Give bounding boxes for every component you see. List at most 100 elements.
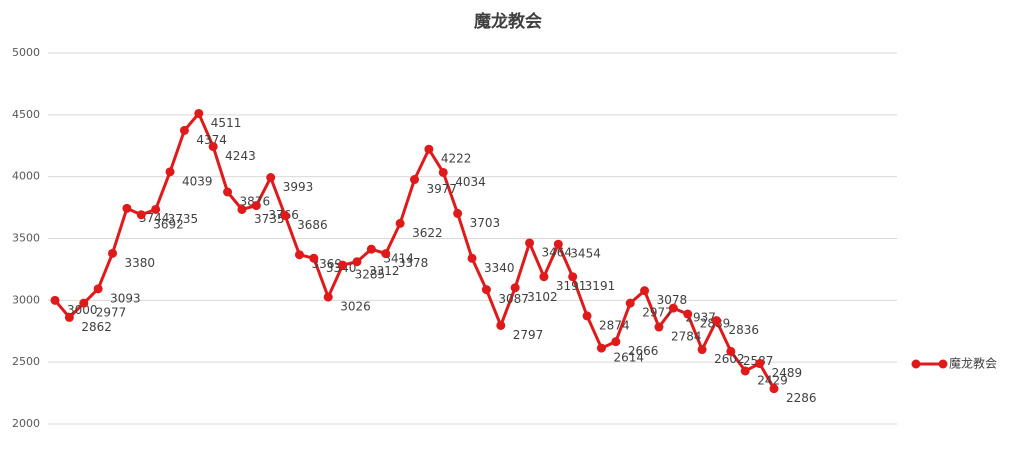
data-point <box>467 253 477 263</box>
data-point <box>79 298 89 308</box>
data-label: 2429 <box>757 373 788 387</box>
data-point <box>553 239 563 249</box>
data-label: 3744 <box>139 211 170 225</box>
data-label: 2937 <box>685 311 716 325</box>
data-label: 2977 <box>96 306 127 320</box>
y-tick-label: 2000 <box>12 417 40 430</box>
data-label: 4374 <box>196 133 227 147</box>
data-label: 3692 <box>153 217 184 231</box>
data-point <box>510 283 520 293</box>
legend-marker <box>938 359 948 369</box>
data-point <box>50 295 60 305</box>
data-label: 3454 <box>570 247 601 261</box>
data-point <box>525 238 535 248</box>
data-label: 3414 <box>383 252 414 266</box>
data-point <box>194 108 204 118</box>
data-label: 2666 <box>628 344 659 358</box>
data-point <box>668 303 678 313</box>
y-tick-label: 3000 <box>12 293 40 306</box>
data-label: 3087 <box>498 292 529 306</box>
data-point <box>410 175 419 185</box>
data-label: 3191 <box>556 279 587 293</box>
data-point <box>424 144 434 154</box>
data-point <box>309 253 319 263</box>
data-point <box>568 272 578 282</box>
data-point <box>280 210 290 220</box>
data-point <box>108 248 118 258</box>
data-label: 3078 <box>657 293 688 307</box>
data-point <box>366 244 376 254</box>
data-label: 3622 <box>412 226 443 240</box>
data-label: 2614 <box>613 351 644 365</box>
data-point <box>93 284 103 294</box>
data-point <box>136 210 146 220</box>
data-label: 4243 <box>225 149 256 163</box>
data-label: 3378 <box>398 256 429 270</box>
data-point <box>496 320 506 330</box>
chart-title: 魔龙教会 <box>474 11 542 32</box>
data-point <box>251 201 261 211</box>
data-label: 4222 <box>441 152 472 166</box>
data-label: 2977 <box>642 306 673 320</box>
data-point <box>539 272 549 282</box>
data-point <box>179 125 189 135</box>
data-point <box>755 359 765 369</box>
data-label: 3000 <box>67 303 98 317</box>
data-label: 3735 <box>254 212 285 226</box>
data-point <box>481 285 491 295</box>
y-tick-label: 2500 <box>12 355 40 368</box>
data-label: 2602 <box>714 352 745 366</box>
data-point <box>208 142 218 152</box>
data-label: 3026 <box>340 300 371 314</box>
data-point <box>266 173 276 183</box>
data-point <box>338 260 348 270</box>
data-label: 3369 <box>311 257 342 271</box>
y-tick-label: 3500 <box>12 232 40 245</box>
data-point <box>352 257 362 267</box>
data-label: 2489 <box>772 366 803 380</box>
data-label: 3093 <box>110 291 141 305</box>
data-point <box>726 346 736 356</box>
data-point <box>453 208 463 218</box>
y-tick-label: 4500 <box>12 108 40 121</box>
data-label: 3735 <box>168 212 199 226</box>
data-label: 3340 <box>484 261 515 275</box>
legend-marker <box>911 359 921 369</box>
data-point <box>223 187 233 197</box>
data-label: 3191 <box>585 279 616 293</box>
legend-label: 魔龙教会 <box>949 356 997 371</box>
data-label: 3285 <box>355 268 386 282</box>
data-label: 3102 <box>527 290 558 304</box>
data-point <box>640 286 650 296</box>
data-point <box>654 322 664 332</box>
data-point <box>596 343 606 353</box>
data-point <box>64 312 74 322</box>
y-tick-label: 4000 <box>12 170 40 183</box>
data-point <box>294 250 304 260</box>
data-point <box>237 204 247 214</box>
data-point <box>438 167 448 177</box>
data-point <box>165 167 175 177</box>
data-label: 2784 <box>671 330 702 344</box>
data-point <box>582 311 592 321</box>
data-label: 4511 <box>211 116 242 130</box>
data-label: 3703 <box>470 216 501 230</box>
data-label: 3686 <box>297 218 328 232</box>
data-point <box>323 292 333 302</box>
data-label: 3977 <box>427 182 458 196</box>
y-tick-label: 5000 <box>12 46 40 59</box>
data-point <box>611 337 621 347</box>
data-point <box>711 316 721 326</box>
data-label: 4039 <box>182 174 213 188</box>
data-label: 2797 <box>513 328 544 342</box>
data-label: 3312 <box>369 264 400 278</box>
data-label: 2836 <box>728 323 759 337</box>
data-label: 3380 <box>125 256 156 270</box>
data-label: 4034 <box>455 175 486 189</box>
data-point <box>683 309 693 319</box>
data-point <box>740 366 750 376</box>
data-label: 2874 <box>599 318 630 332</box>
data-point <box>697 345 707 355</box>
